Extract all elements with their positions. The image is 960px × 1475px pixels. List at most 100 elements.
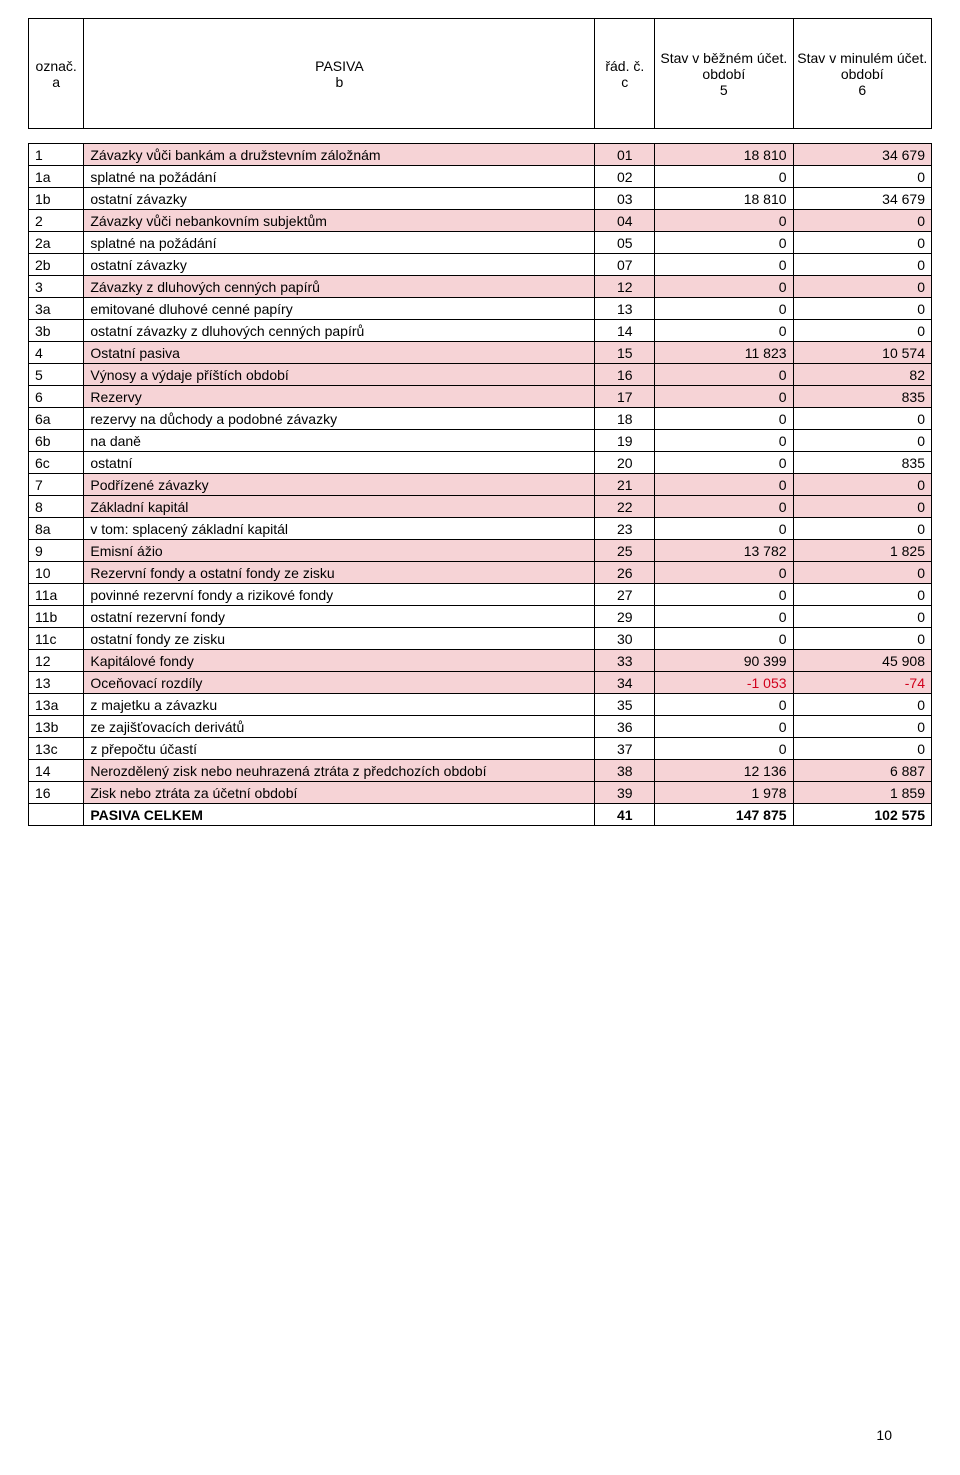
header-col-a: označ. a [29,19,84,129]
cell-previous-period: 0 [793,606,931,628]
cell-current-period: 0 [655,210,793,232]
cell-description: Závazky vůči nebankovním subjektům [84,210,595,232]
cell-description: ostatní fondy ze zisku [84,628,595,650]
cell-previous-period: 0 [793,628,931,650]
table-row: 5Výnosy a výdaje příštích období16082 [29,364,932,386]
cell-label-a: 13a [29,694,84,716]
cell-current-period: 0 [655,628,793,650]
table-row: 8Základní kapitál2200 [29,496,932,518]
cell-row-number: 27 [595,584,655,606]
cell-previous-period: 0 [793,166,931,188]
table-row: 6Rezervy170835 [29,386,932,408]
cell-row-number: 04 [595,210,655,232]
cell-label-a: 6c [29,452,84,474]
header-6-line1: Stav v minulém účet. období [796,50,929,82]
cell-label-a: 1a [29,166,84,188]
cell-description: z přepočtu účastí [84,738,595,760]
cell-description: Závazky z dluhových cenných papírů [84,276,595,298]
cell-previous-period: -74 [793,672,931,694]
cell-label-a: 13c [29,738,84,760]
header-c-line1: řád. č. [597,58,652,74]
cell-label-a: 11c [29,628,84,650]
cell-label-a: 10 [29,562,84,584]
header-5-line2: 5 [657,82,790,98]
table-row: 1asplatné na požádání0200 [29,166,932,188]
cell-row-number: 37 [595,738,655,760]
table-row: 11apovinné rezervní fondy a rizikové fon… [29,584,932,606]
cell-row-number: 20 [595,452,655,474]
cell-previous-period: 0 [793,408,931,430]
cell-current-period: 0 [655,276,793,298]
cell-previous-period: 0 [793,738,931,760]
cell-row-number: 23 [595,518,655,540]
cell-previous-period: 0 [793,232,931,254]
cell-current-period: 11 823 [655,342,793,364]
cell-previous-period: 0 [793,496,931,518]
cell-previous-period: 0 [793,298,931,320]
cell-row-number: 34 [595,672,655,694]
cell-description: v tom: splacený základní kapitál [84,518,595,540]
cell-row-number: 30 [595,628,655,650]
cell-label-a: 1b [29,188,84,210]
table-row: 12Kapitálové fondy3390 39945 908 [29,650,932,672]
cell-row-number: 19 [595,430,655,452]
table-row: 11bostatní rezervní fondy2900 [29,606,932,628]
table-row: PASIVA CELKEM41147 875102 575 [29,804,932,826]
cell-row-number: 05 [595,232,655,254]
cell-previous-period: 0 [793,518,931,540]
cell-description: Zisk nebo ztráta za účetní období [84,782,595,804]
table-row: 8av tom: splacený základní kapitál2300 [29,518,932,540]
cell-previous-period: 0 [793,210,931,232]
cell-description: ostatní závazky [84,188,595,210]
cell-row-number: 07 [595,254,655,276]
cell-description: z majetku a závazku [84,694,595,716]
cell-row-number: 15 [595,342,655,364]
cell-current-period: 0 [655,452,793,474]
cell-label-a: 2a [29,232,84,254]
cell-previous-period: 45 908 [793,650,931,672]
cell-current-period: 90 399 [655,650,793,672]
header-5-line1: Stav v běžném účet. období [657,50,790,82]
header-table: označ. a PASIVA b řád. č. c Stav v běžné… [28,18,932,129]
cell-description: ostatní závazky [84,254,595,276]
cell-description: Výnosy a výdaje příštích období [84,364,595,386]
header-a-line1: označ. [31,58,81,74]
cell-description: Ostatní pasiva [84,342,595,364]
cell-label-a: 8 [29,496,84,518]
table-row: 13Oceňovací rozdíly34-1 053-74 [29,672,932,694]
cell-current-period: 0 [655,716,793,738]
cell-label-a: 1 [29,144,84,166]
cell-label-a: 4 [29,342,84,364]
cell-current-period: -1 053 [655,672,793,694]
header-b-line2: b [86,74,592,90]
cell-row-number: 35 [595,694,655,716]
cell-label-a: 3b [29,320,84,342]
cell-row-number: 21 [595,474,655,496]
cell-description: Nerozdělený zisk nebo neuhrazená ztráta … [84,760,595,782]
cell-current-period: 0 [655,496,793,518]
cell-previous-period: 835 [793,452,931,474]
table-row: 3aemitované dluhové cenné papíry1300 [29,298,932,320]
cell-label-a: 5 [29,364,84,386]
cell-previous-period: 0 [793,430,931,452]
cell-label-a: 11b [29,606,84,628]
table-row: 3bostatní závazky z dluhových cenných pa… [29,320,932,342]
header-col-6: Stav v minulém účet. období 6 [793,19,931,129]
cell-current-period: 18 810 [655,188,793,210]
cell-label-a [29,804,84,826]
cell-current-period: 0 [655,430,793,452]
cell-label-a: 3a [29,298,84,320]
cell-current-period: 0 [655,408,793,430]
cell-current-period: 0 [655,606,793,628]
table-row: 4Ostatní pasiva1511 82310 574 [29,342,932,364]
cell-current-period: 0 [655,298,793,320]
table-row: 13cz přepočtu účastí3700 [29,738,932,760]
cell-row-number: 38 [595,760,655,782]
cell-previous-period: 102 575 [793,804,931,826]
cell-previous-period: 0 [793,276,931,298]
cell-current-period: 147 875 [655,804,793,826]
cell-label-a: 13 [29,672,84,694]
cell-label-a: 2b [29,254,84,276]
table-row: 16Zisk nebo ztráta za účetní období391 9… [29,782,932,804]
cell-label-a: 13b [29,716,84,738]
